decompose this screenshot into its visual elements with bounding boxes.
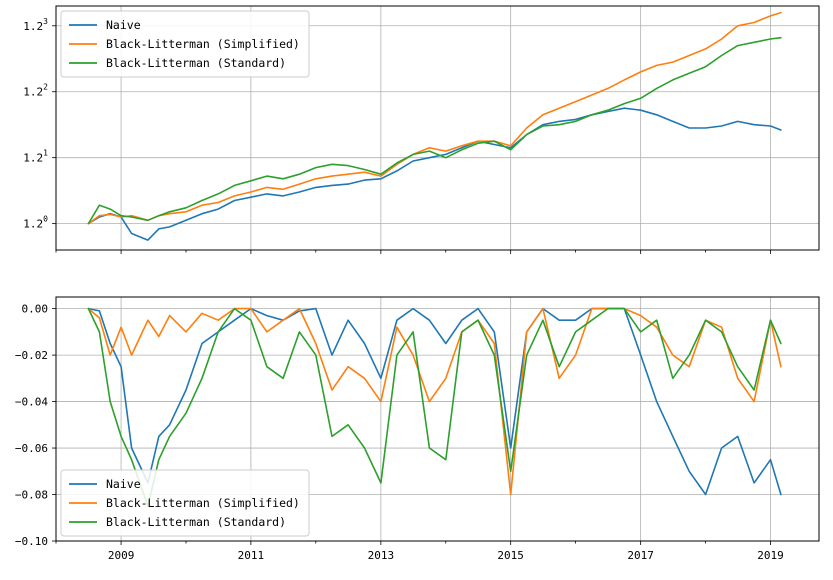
x-tick-label: 2013: [368, 549, 395, 562]
series-line-naive: [87, 307, 782, 496]
series-line-black-litterman-standard: [87, 307, 782, 507]
y-tick-label: 1.23: [23, 17, 48, 33]
axes-frame: [55, 5, 820, 251]
y-tick-label: −0.10: [15, 535, 48, 548]
legend-label: Naive: [106, 18, 141, 32]
y-tick-label: 1.21: [23, 149, 48, 165]
legend-label: Black-Litterman (Simplified): [106, 496, 300, 510]
x-tick-label: 2009: [108, 549, 135, 562]
axes-frame: [55, 296, 820, 542]
series-line-black-litterman-simplified: [87, 307, 782, 496]
x-tick-label: 2015: [497, 549, 524, 562]
y-tick-label: −0.02: [15, 349, 48, 362]
legend: Naive Black-Litterman (Simplified) Black-L…: [60, 10, 310, 78]
legend-label: Naive: [106, 477, 141, 491]
y-tick-label: 1.20: [23, 215, 48, 231]
legend-label: Black-Litterman (Standard): [106, 56, 286, 70]
series-line-naive: [87, 107, 782, 241]
legend: Naive Black-Litterman (Simplified) Black-L…: [60, 469, 310, 537]
y-tick-label: −0.06: [15, 442, 48, 455]
series-line-black-litterman-standard: [87, 36, 782, 225]
x-tick-label: 2019: [757, 549, 784, 562]
drawdown-panel: 0.00 −0.02 −0.04 −0.06 −0.08 −0.10 2009 2011 201…: [15, 296, 820, 562]
legend-box: [60, 469, 310, 537]
growth-panel: 1.20 1.21 1.22 1.23 Naive Black-Litterman (Si…: [23, 5, 820, 254]
y-tick-label: −0.04: [15, 396, 48, 409]
y-tick-label: 0.00: [22, 303, 49, 316]
legend-box: [60, 10, 310, 78]
x-tick-label: 2011: [238, 549, 265, 562]
y-tick-label: 1.22: [23, 83, 48, 99]
series-line-black-litterman-simplified: [87, 11, 782, 225]
legend-label: Black-Litterman (Simplified): [106, 37, 300, 51]
x-tick-label: 2017: [627, 549, 654, 562]
y-tick-label: −0.08: [15, 489, 48, 502]
legend-label: Black-Litterman (Standard): [106, 515, 286, 529]
